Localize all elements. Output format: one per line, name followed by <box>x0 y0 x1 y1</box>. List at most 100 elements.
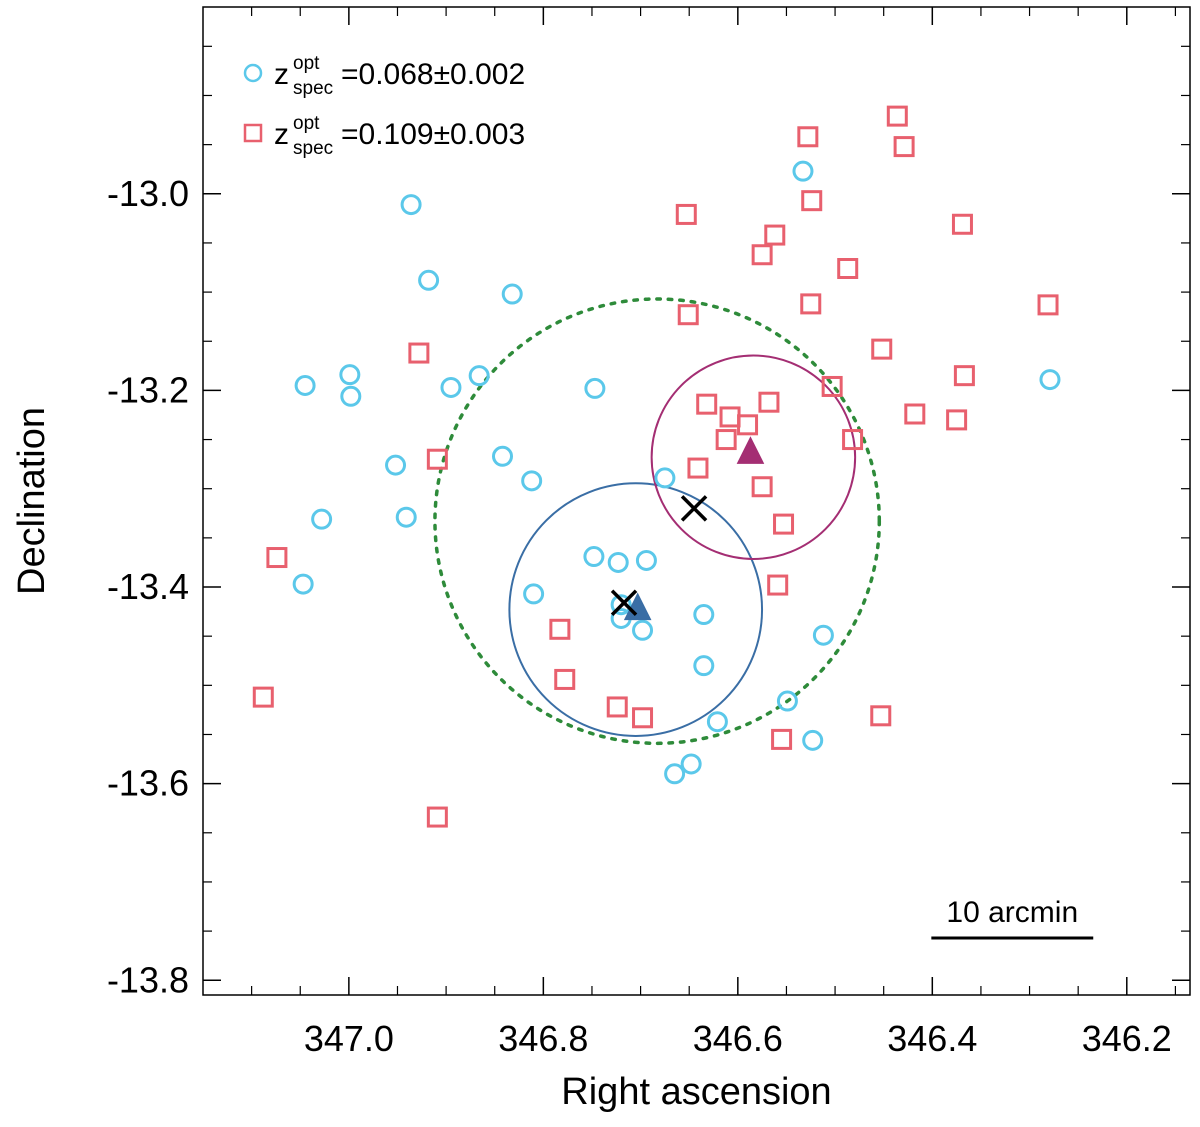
cluster-a-point <box>680 753 702 775</box>
blue-solid-circle <box>508 482 764 737</box>
cluster-a-point <box>440 376 462 398</box>
legend-label-sup: opt <box>293 53 320 74</box>
cluster-b-point <box>719 406 741 428</box>
cluster-a-point <box>340 385 362 407</box>
cluster-b-point <box>871 338 893 360</box>
cluster-b-point <box>252 686 274 708</box>
cluster-b-point <box>677 304 699 326</box>
cluster-b-point <box>870 705 892 727</box>
x-tick-label: 346.2 <box>1082 1018 1172 1059</box>
cluster-b-point <box>951 213 973 235</box>
legend-label-sup: opt <box>293 113 320 134</box>
cluster-a-point <box>492 445 514 467</box>
cluster-a-point <box>400 194 422 216</box>
cluster-b-point <box>946 409 968 431</box>
cluster-a-point <box>292 573 314 595</box>
x-axis-title: Right ascension <box>561 1071 831 1113</box>
cluster-b-point <box>953 365 975 387</box>
cluster-a-point <box>294 374 316 396</box>
cluster-b-point <box>758 391 780 413</box>
cluster-b-point <box>737 414 759 436</box>
cluster-a-point <box>607 551 629 573</box>
cluster-a-point <box>654 467 676 489</box>
cluster-b-point <box>675 203 697 225</box>
cluster-a-point <box>584 377 606 399</box>
cross-stroke-2 <box>680 495 708 522</box>
cluster-b-point <box>842 429 864 451</box>
cluster-b-point <box>800 293 822 315</box>
cluster-b-point <box>549 618 571 640</box>
legend-label-base: z <box>274 58 289 91</box>
legend-marker-square <box>243 123 263 143</box>
cluster-b-point <box>687 457 709 479</box>
x-tick-label: 346.4 <box>887 1018 977 1059</box>
legend-label-value: =0.068±0.002 <box>341 58 525 91</box>
cluster-a-point <box>635 549 657 571</box>
cluster-b-point <box>837 258 859 280</box>
cluster-a-point <box>501 283 523 305</box>
cluster-a-point <box>418 269 440 291</box>
legend-label-sub: spec <box>293 78 333 99</box>
cluster-a-point <box>1039 369 1061 391</box>
legend-label-sub: spec <box>293 138 333 159</box>
cluster-a-point <box>583 546 605 568</box>
cluster-a-point <box>802 729 824 751</box>
cluster-a-point <box>395 506 417 528</box>
cluster-b-point <box>408 342 430 364</box>
cluster-b-point <box>751 476 773 498</box>
cluster-b-point <box>886 105 908 127</box>
cluster-b-point <box>771 728 793 750</box>
cluster-b-point <box>554 668 576 690</box>
cluster-a-point <box>706 711 728 733</box>
legend-label-value: =0.109±0.003 <box>341 118 525 151</box>
y-tick-label: -13.2 <box>107 369 189 410</box>
cluster-a-point <box>610 594 632 616</box>
scale-bar-label: 10 arcmin <box>946 896 1078 929</box>
cross-stroke-2 <box>610 589 638 616</box>
cross-2 <box>680 495 708 522</box>
cluster-a-point <box>521 470 543 492</box>
cluster-a-point <box>693 604 715 626</box>
cluster-b-point <box>773 513 795 535</box>
blue-triangle <box>623 592 652 621</box>
x-tick-label: 347.0 <box>304 1018 394 1059</box>
cluster-a-point <box>664 763 686 785</box>
y-tick-label: -13.8 <box>107 959 189 1000</box>
cluster-b-point <box>751 244 773 266</box>
cross-1 <box>610 589 638 616</box>
y-axis-title: Declination <box>11 407 53 595</box>
cluster-b-point <box>904 403 926 425</box>
cluster-b-point <box>767 574 789 596</box>
x-tick-label: 346.8 <box>498 1018 588 1059</box>
cluster-b-point <box>426 448 448 470</box>
cluster-a-point <box>632 619 654 641</box>
cluster-a-point <box>812 624 834 646</box>
cluster-b-point <box>632 707 654 729</box>
cluster-b-point <box>764 224 786 246</box>
y-tick-label: -13.6 <box>107 763 189 804</box>
cluster-a-point <box>693 655 715 677</box>
cluster-b-point <box>696 393 718 415</box>
cluster-b-point <box>797 126 819 148</box>
cluster-a-point <box>385 454 407 476</box>
purple-solid-circle <box>650 354 857 561</box>
cluster-b-point <box>266 547 288 569</box>
cluster-b-point <box>821 375 843 397</box>
y-tick-label: -13.0 <box>107 173 189 214</box>
cluster-a-point <box>468 365 490 387</box>
cluster-b-point <box>1037 294 1059 316</box>
plot-frame <box>202 6 1191 996</box>
purple-triangle <box>736 436 765 464</box>
cluster-b-point <box>893 136 915 158</box>
cluster-b-point <box>801 190 823 212</box>
cluster-a-point <box>776 690 798 712</box>
cluster-a-point <box>792 160 814 182</box>
green-dotted-circle <box>433 297 882 746</box>
cluster-a-point <box>523 583 545 605</box>
cluster-b-point <box>426 806 448 828</box>
legend-marker-circle <box>243 63 263 83</box>
cluster-b-point <box>715 429 737 451</box>
cluster-b-point <box>606 696 628 718</box>
